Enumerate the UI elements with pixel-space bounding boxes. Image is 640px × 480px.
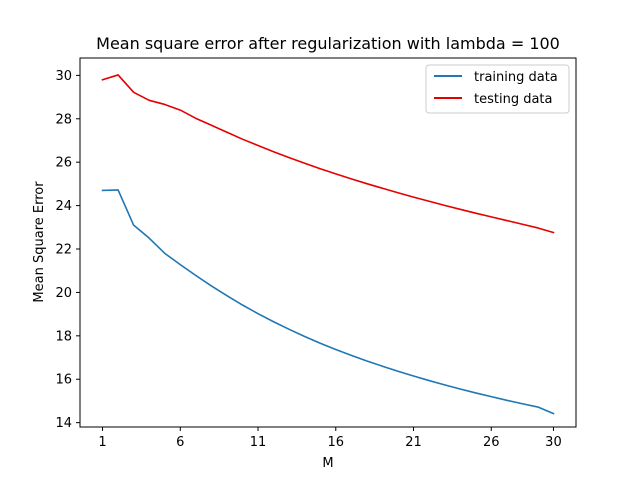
y-tick-label: 22 (55, 243, 72, 258)
x-axis: 1 6 11 16 21 26 30 (98, 427, 562, 450)
x-tick-label: 1 (98, 435, 106, 450)
legend-label-testing: testing data (474, 92, 552, 107)
y-tick-label: 30 (55, 69, 72, 84)
y-axis: 14 16 18 20 22 24 26 28 30 (55, 69, 80, 431)
x-tick-label: 30 (545, 435, 562, 450)
y-axis-label: Mean Square Error (32, 181, 47, 303)
legend: training data testing data (425, 64, 570, 114)
x-axis-label: M (322, 456, 333, 471)
y-tick-label: 18 (55, 329, 72, 344)
x-tick-label: 6 (176, 435, 184, 450)
y-tick-label: 26 (55, 156, 72, 171)
series-line-testing (101, 74, 555, 234)
plot-marks (101, 74, 555, 415)
plot-frame (79, 57, 577, 428)
y-tick-label: 14 (55, 416, 72, 431)
y-tick-label: 20 (55, 286, 72, 301)
x-tick-label: 26 (483, 435, 500, 450)
series-line-training (101, 189, 555, 415)
x-tick-label: 21 (405, 435, 422, 450)
y-tick-label: 24 (55, 199, 72, 214)
x-tick-label: 16 (328, 435, 345, 450)
x-tick-label: 11 (250, 435, 267, 450)
chart-title: Mean square error after regularization w… (96, 34, 560, 53)
y-tick-label: 28 (55, 112, 72, 127)
legend-label-training: training data (474, 70, 558, 85)
y-tick-label: 16 (55, 373, 72, 388)
